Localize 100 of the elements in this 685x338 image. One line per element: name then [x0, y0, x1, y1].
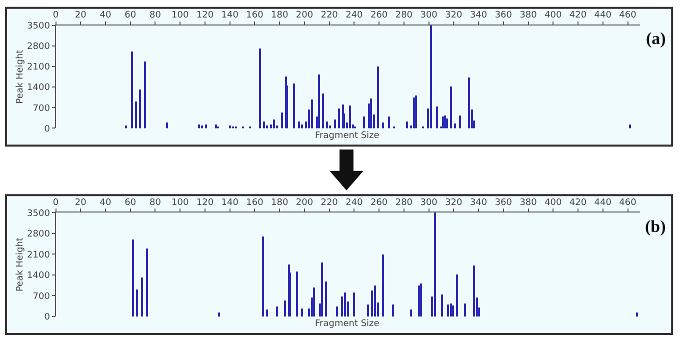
bar — [434, 212, 436, 316]
x-tick-label: 120 — [196, 10, 214, 21]
y-tick-label: 2100 — [27, 250, 50, 260]
bar — [382, 254, 384, 316]
bar — [454, 123, 456, 128]
bar — [366, 304, 369, 316]
y-tick-label: 1400 — [27, 83, 50, 94]
bar — [628, 124, 631, 128]
x-tick-label: 0 — [52, 198, 59, 208]
x-tick-label: 340 — [470, 198, 488, 208]
x-tick-label: 400 — [544, 10, 562, 21]
bar — [130, 51, 133, 128]
x-tick-label: 300 — [420, 10, 438, 21]
x-tick-label: 200 — [296, 198, 314, 208]
x-axis-title: Fragment Size — [315, 319, 380, 329]
x-tick-label: 220 — [320, 10, 338, 21]
bar — [204, 124, 207, 128]
bar — [464, 304, 466, 316]
y-tick-label: 2100 — [27, 62, 50, 73]
bar — [468, 77, 470, 128]
x-tick-label: 420 — [569, 198, 587, 208]
x-tick-label: 20 — [74, 198, 87, 208]
x-tick-label: 440 — [594, 10, 612, 21]
y-axis-title: Peak Height — [15, 49, 26, 104]
bar — [414, 95, 417, 128]
x-tick-label: 120 — [196, 198, 214, 208]
bar — [326, 121, 328, 128]
x-tick-label: 80 — [150, 198, 162, 208]
x-tick-label: 420 — [569, 10, 587, 21]
x-tick-label: 460 — [619, 10, 637, 21]
bar — [362, 116, 365, 128]
bar — [262, 236, 264, 316]
bar — [446, 304, 449, 316]
text: (b) — [645, 217, 666, 236]
bar — [292, 83, 295, 128]
x-tick-label: 400 — [544, 198, 562, 208]
bar — [218, 312, 220, 316]
y-tick-label: 1400 — [27, 271, 50, 282]
x-tick-label: 300 — [420, 198, 438, 208]
x-tick-label: 200 — [296, 10, 314, 21]
bar — [472, 266, 475, 316]
bar — [412, 97, 415, 128]
x-tick-label: 360 — [494, 198, 512, 208]
x-tick-label: 140 — [221, 10, 239, 21]
bar — [146, 248, 148, 316]
bar — [144, 61, 146, 128]
bar — [298, 121, 300, 128]
bar — [262, 121, 265, 128]
bar — [132, 240, 134, 316]
y-tick-label: 3500 — [27, 208, 50, 219]
bar — [336, 306, 338, 316]
x-tick-label: 440 — [594, 198, 612, 208]
x-tick-label: 240 — [346, 10, 364, 21]
bar — [344, 292, 346, 316]
bar — [370, 98, 372, 128]
x-tick-label: 460 — [619, 198, 637, 208]
x-tick-label: 280 — [395, 198, 413, 208]
x-tick-label: 320 — [445, 198, 463, 208]
x-tick-label: 60 — [124, 198, 136, 208]
bar — [374, 286, 376, 316]
x-tick-label: 220 — [320, 198, 338, 208]
bar — [310, 99, 313, 128]
bar — [296, 272, 298, 316]
x-tick-label: 160 — [246, 10, 264, 21]
x-tick-label: 240 — [346, 198, 364, 208]
x-tick-label: 60 — [124, 10, 136, 21]
bar — [352, 292, 355, 316]
y-tick-label: 2800 — [27, 42, 50, 52]
x-tick-label: 360 — [494, 10, 512, 21]
bar — [322, 93, 324, 128]
x-tick-label: 280 — [395, 10, 413, 21]
y-tick-label: 0 — [44, 124, 50, 134]
bar — [456, 274, 458, 316]
bar — [140, 278, 143, 316]
bar — [450, 304, 452, 316]
x-tick-label: 20 — [74, 10, 87, 21]
x-tick-label: 40 — [100, 10, 112, 21]
x-tick-label: 380 — [520, 10, 538, 21]
bar — [258, 48, 261, 128]
x-tick-label: 340 — [470, 10, 488, 21]
bar — [440, 294, 443, 316]
bar — [280, 112, 283, 128]
bar — [442, 116, 444, 128]
x-tick-label: 40 — [100, 198, 112, 208]
bar — [444, 115, 446, 128]
x-tick-label: 140 — [221, 198, 239, 208]
text: (a) — [646, 29, 666, 48]
bar — [334, 119, 336, 128]
bar — [340, 296, 343, 316]
bar — [312, 288, 315, 316]
bar — [300, 124, 303, 128]
x-tick-label: 260 — [370, 198, 388, 208]
x-axis-title: Fragment Size — [315, 131, 380, 141]
bar — [348, 105, 351, 128]
bar — [418, 286, 420, 316]
bar — [300, 308, 303, 316]
bar — [338, 108, 340, 128]
y-tick-label: 0 — [44, 312, 50, 323]
y-tick-label: 3500 — [27, 22, 50, 32]
x-tick-label: 320 — [445, 10, 463, 21]
